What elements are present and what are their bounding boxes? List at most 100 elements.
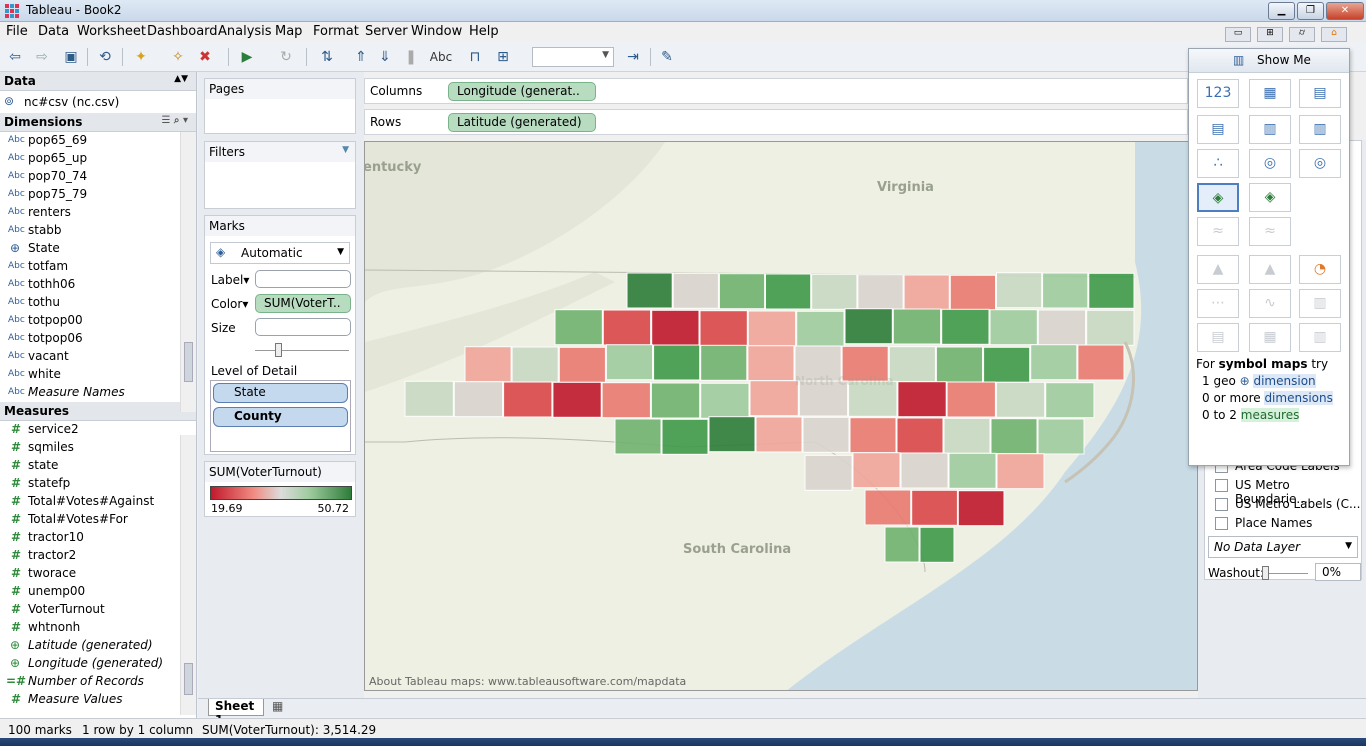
chart-type-thumb[interactable]: ▦: [1249, 79, 1291, 108]
chart-type-thumb[interactable]: ▥: [1299, 289, 1341, 318]
washout-input[interactable]: 0%: [1315, 563, 1361, 581]
county-detail-pill[interactable]: County: [213, 407, 348, 427]
show-mark-labels-button[interactable]: Abc: [429, 50, 453, 64]
show-me-header[interactable]: ▥ Show Me: [1189, 49, 1349, 73]
data-layer-dropdown[interactable]: No Data Layer ▼: [1208, 536, 1358, 558]
latitude-pill[interactable]: Latitude (generated): [448, 113, 596, 132]
measure-field[interactable]: ⊕ Longitude (generated): [0, 655, 196, 673]
measure-field[interactable]: # Total#Votes#For: [0, 511, 196, 529]
dimension-field[interactable]: Abc pop75_79: [0, 186, 196, 204]
state-detail-pill[interactable]: State: [213, 383, 348, 403]
menu-file[interactable]: File: [6, 24, 28, 39]
fit-combo[interactable]: ▼: [532, 47, 614, 67]
highlight-icon[interactable]: ✎: [661, 49, 673, 65]
layer-checkbox[interactable]: [1215, 479, 1228, 492]
size-shelf-label[interactable]: Size: [211, 321, 236, 335]
forward-icon[interactable]: ⇨: [36, 49, 48, 65]
dimension-field[interactable]: Abc pop65_69: [0, 132, 196, 150]
measure-field[interactable]: # unemp00: [0, 583, 196, 601]
dimension-field[interactable]: Abc pop70_74: [0, 168, 196, 186]
dimension-field[interactable]: Abc white: [0, 366, 196, 384]
chart-type-thumb[interactable]: ∿: [1249, 289, 1291, 318]
filters-card[interactable]: Filters ▼: [204, 141, 356, 209]
longitude-pill[interactable]: Longitude (generat..: [448, 82, 596, 101]
measure-field[interactable]: ⊕ Latitude (generated): [0, 637, 196, 655]
measure-field[interactable]: # tractor2: [0, 547, 196, 565]
measure-field[interactable]: # statefp: [0, 475, 196, 493]
menu-map[interactable]: Map: [275, 24, 303, 39]
connect-data-icon[interactable]: ⟲: [99, 49, 111, 65]
pages-card[interactable]: Pages: [204, 78, 356, 134]
measure-field[interactable]: # VoterTurnout: [0, 601, 196, 619]
detail-shelf[interactable]: State County: [210, 380, 351, 452]
measure-field[interactable]: # Measure Values: [0, 691, 196, 709]
mark-type-dropdown[interactable]: ◈ Automatic ▼: [210, 242, 350, 264]
map-credit[interactable]: About Tableau maps: www.tableausoftware.…: [369, 675, 687, 688]
chart-type-thumb[interactable]: ◎: [1249, 149, 1291, 178]
rows-shelf[interactable]: Rows Latitude (generated): [364, 109, 1188, 135]
map-view[interactable]: entucky Virginia South Carolina North Ca…: [364, 141, 1198, 691]
size-shelf[interactable]: [255, 318, 351, 336]
sort-desc-icon[interactable]: ⇓: [379, 49, 391, 65]
measure-field[interactable]: # tworace: [0, 565, 196, 583]
chart-type-thumb[interactable]: ⋯: [1197, 289, 1239, 318]
dimension-field[interactable]: Abc totpop00: [0, 312, 196, 330]
size-slider[interactable]: [255, 343, 349, 357]
chart-type-thumb[interactable]: ◈: [1249, 183, 1291, 212]
dimension-field[interactable]: Abc renters: [0, 204, 196, 222]
presentation-icon[interactable]: ⊓: [469, 49, 481, 65]
dimension-field[interactable]: Abc vacant: [0, 348, 196, 366]
close-window-icon[interactable]: ✕: [1326, 2, 1364, 20]
label-shelf[interactable]: [255, 270, 351, 288]
color-shelf-label[interactable]: Color▾: [211, 297, 249, 311]
measure-field[interactable]: # service2: [0, 421, 196, 439]
minimize-icon[interactable]: ▁: [1268, 2, 1295, 20]
back-icon[interactable]: ⇦: [9, 49, 21, 65]
tab-table-view[interactable]: ▭: [1225, 27, 1251, 42]
menu-analysis[interactable]: Analysis: [218, 24, 272, 39]
dimension-field[interactable]: Abc stabb: [0, 222, 196, 240]
menu-format[interactable]: Format: [313, 24, 359, 39]
chart-type-thumb[interactable]: ▲: [1197, 255, 1239, 284]
datasource-item[interactable]: ⊚ nc#csv (nc.csv): [4, 94, 120, 109]
chart-type-thumb[interactable]: ▲: [1249, 255, 1291, 284]
chart-type-thumb[interactable]: ▥: [1249, 115, 1291, 144]
chart-type-thumb[interactable]: ◎: [1299, 149, 1341, 178]
new-worksheet-icon[interactable]: ✦: [135, 49, 147, 65]
chart-type-thumb[interactable]: ▥: [1299, 323, 1341, 352]
washout-slider[interactable]: [1262, 566, 1308, 580]
dimension-field[interactable]: ⊕ State: [0, 240, 196, 258]
measure-field[interactable]: # sqmiles: [0, 439, 196, 457]
chart-type-thumb[interactable]: ≈: [1197, 217, 1239, 246]
dimension-field[interactable]: Abc tothh06: [0, 276, 196, 294]
tab-db-view[interactable]: ⌭: [1289, 27, 1315, 42]
label-shelf-label[interactable]: Label▾: [211, 273, 250, 287]
dimension-scrollbar[interactable]: [180, 132, 196, 412]
menu-window[interactable]: Window: [411, 24, 463, 39]
fit-icon[interactable]: ⊞: [497, 49, 509, 65]
chart-type-thumb[interactable]: ▥: [1299, 115, 1341, 144]
measure-field[interactable]: # whtnonh: [0, 619, 196, 637]
measure-field[interactable]: # state: [0, 457, 196, 475]
menu-worksheet[interactable]: Worksheet: [77, 24, 147, 39]
home-icon[interactable]: ⌂: [1321, 27, 1347, 42]
save-icon[interactable]: ▣: [64, 49, 78, 65]
clear-sheet-icon[interactable]: ✖: [199, 49, 211, 65]
restore-icon[interactable]: ❐: [1297, 2, 1324, 20]
chart-type-thumb[interactable]: ▦: [1249, 323, 1291, 352]
measure-field[interactable]: =# Number of Records: [0, 673, 196, 691]
auto-update-icon[interactable]: ▶: [241, 49, 253, 65]
chart-type-thumb[interactable]: ▤: [1299, 79, 1341, 108]
menu-dashboard[interactable]: Dashboard: [147, 24, 218, 39]
chart-type-thumb[interactable]: ◔: [1299, 255, 1341, 284]
chart-type-thumb[interactable]: ▤: [1197, 323, 1239, 352]
map-canvas[interactable]: [365, 142, 1198, 691]
color-pill[interactable]: SUM(VoterT..: [255, 294, 351, 313]
measure-scrollbar[interactable]: [180, 435, 196, 715]
columns-shelf[interactable]: Columns Longitude (generat..: [364, 78, 1188, 104]
chart-type-thumb[interactable]: ◈: [1197, 183, 1239, 212]
dimension-field[interactable]: Abc Measure Names: [0, 384, 196, 402]
measure-field[interactable]: # tractor10: [0, 529, 196, 547]
new-sheet-icon[interactable]: ▦: [272, 699, 284, 713]
dimension-field[interactable]: Abc totpop06: [0, 330, 196, 348]
